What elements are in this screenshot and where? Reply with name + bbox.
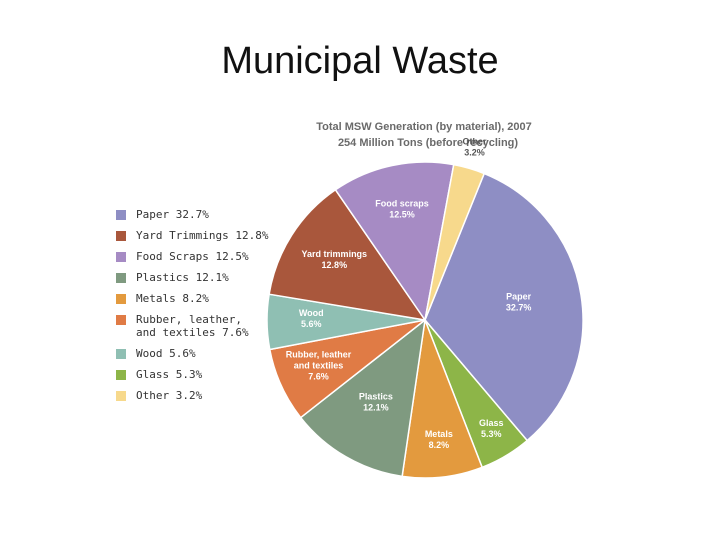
legend-label: Food Scraps 12.5% — [136, 250, 249, 263]
legend-item: Other 3.2% — [116, 389, 276, 402]
legend-swatch — [116, 391, 126, 401]
legend-item: Plastics 12.1% — [116, 271, 276, 284]
pie-slice-paper — [424, 172, 584, 442]
pie-slice-plastics — [299, 318, 427, 478]
legend-label: Glass 5.3% — [136, 368, 203, 381]
chart-subtitle: 254 Million Tons (before recycling) — [338, 137, 518, 149]
slice-label: Glass 5.3% — [479, 418, 504, 439]
legend-label: Metals 8.2% — [136, 292, 209, 305]
slice-label: Rubber, leather and textiles 7.6% — [286, 349, 352, 381]
legend-label: Wood 5.6% — [136, 347, 196, 360]
pie-slice-yard-trimmings — [268, 188, 427, 322]
legend-item: Food Scraps 12.5% — [116, 250, 276, 263]
legend-label: Paper 32.7% — [136, 208, 209, 221]
legend-item: Metals 8.2% — [116, 292, 276, 305]
legend-swatch — [116, 294, 126, 304]
slice-label: Wood 5.6% — [299, 308, 324, 329]
slice-label: Plastics 12.1% — [359, 391, 393, 412]
slice-label: Paper 32.7% — [506, 291, 532, 312]
legend-label: Other 3.2% — [136, 389, 203, 402]
legend-label: Plastics 12.1% — [136, 271, 229, 284]
legend-swatch — [116, 315, 126, 325]
slide-title: Municipal Waste — [221, 40, 499, 82]
legend-item: Glass 5.3% — [116, 368, 276, 381]
legend-item: Paper 32.7% — [116, 208, 276, 221]
legend-swatch — [116, 370, 126, 380]
legend-item: Rubber, leather, and textiles 7.6% — [116, 313, 276, 339]
chart-title: Total MSW Generation (by material), 2007 — [316, 121, 532, 133]
legend-swatch — [116, 349, 126, 359]
legend-label: Rubber, leather, and textiles 7.6% — [136, 313, 249, 339]
pie-slices — [266, 161, 584, 479]
legend-item: Yard Trimmings 12.8% — [116, 229, 276, 242]
legend-swatch — [116, 273, 126, 283]
legend-swatch — [116, 210, 126, 220]
legend-label: Yard Trimmings 12.8% — [136, 229, 269, 242]
legend-swatch — [116, 231, 126, 241]
pie-slice-food-scraps — [334, 161, 455, 322]
pie-slice-other — [424, 163, 486, 321]
slice-label: Other 3.2% — [462, 137, 487, 158]
pie-labels: Paper 32.7% Glass 5.3% Metals 8.2% Plastics 12.… — [286, 137, 532, 450]
legend-swatch — [116, 252, 126, 262]
legend: Paper 32.7% Yard Trimmings 12.8% Food Scra… — [116, 208, 276, 410]
legend-item: Wood 5.6% — [116, 347, 276, 360]
slice-label: Food scraps 12.5% — [375, 198, 429, 219]
slice-label: Metals 8.2% — [425, 429, 453, 450]
slice-label: Yard trimmings 12.8% — [302, 249, 368, 270]
